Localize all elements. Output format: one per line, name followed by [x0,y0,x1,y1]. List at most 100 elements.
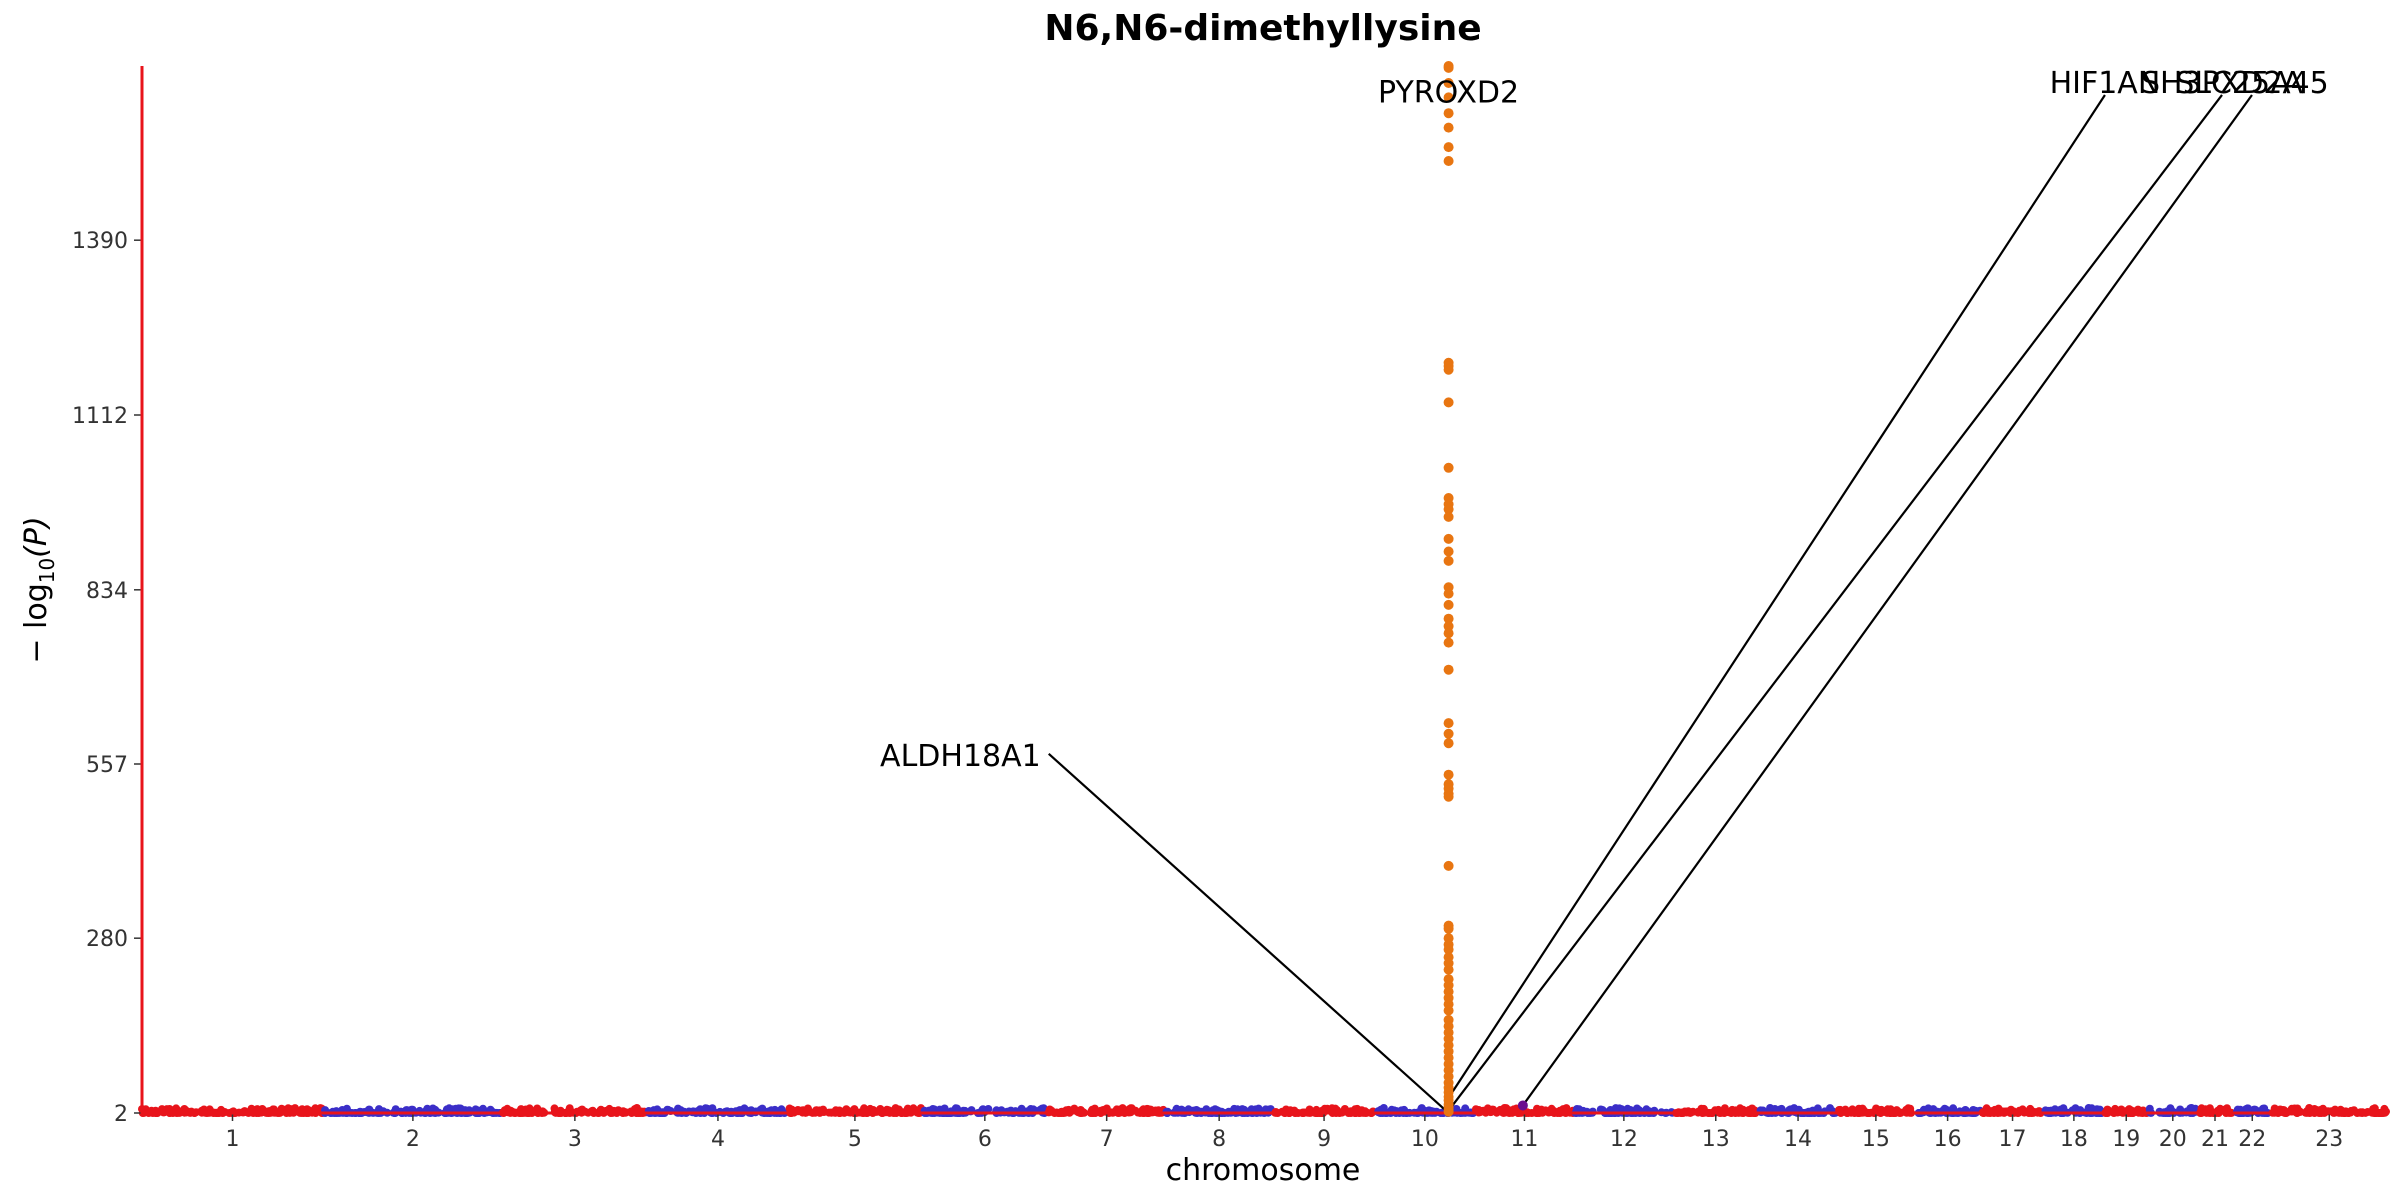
x-tick-label: 14 [1784,1127,1812,1152]
background-point [2145,1104,2154,1113]
x-tick-label: 16 [1934,1127,1962,1152]
highlight-points [1443,61,1528,1117]
x-tick-label: 13 [1702,1127,1730,1152]
background-point [1261,1105,1270,1114]
x-tick-label: 4 [711,1127,725,1152]
highlight-point [1443,78,1454,88]
gene-label-sh3pxd2a: SH3PXD2A [2141,66,2304,101]
x-tick-label: 20 [2159,1127,2187,1152]
background-point [479,1104,487,1113]
highlight-point [1443,364,1454,375]
x-axis-label: chromosome [1166,1153,1361,1188]
x-tick-label: 3 [568,1127,582,1152]
highlight-point [1443,599,1454,610]
annotated-point [1517,1100,1528,1111]
highlight-point [1443,860,1454,871]
highlight-point [1443,533,1454,544]
highlight-point [1443,769,1454,780]
background-points [138,1104,2390,1117]
highlight-point [1443,944,1454,955]
gene-label-slc25a45: SLC25A45 [2175,66,2329,101]
x-tick-label: 8 [1212,1127,1226,1152]
y-tick-label: 280 [86,927,128,952]
highlight-point [1443,92,1454,103]
highlight-point [1443,923,1454,934]
background-point [2026,1104,2035,1113]
highlight-point [1443,664,1454,675]
highlight-point [1443,397,1454,408]
background-point [445,1104,454,1113]
background-point [1351,1105,1360,1114]
y-tick-label: 557 [86,753,128,778]
highlight-point [1443,718,1454,729]
y-tick-label: 1390 [72,229,128,254]
background-point [653,1105,662,1114]
x-tick-label: 11 [1510,1127,1538,1152]
x-tick-label: 12 [1610,1127,1638,1152]
x-tick-label: 17 [1999,1127,2027,1152]
highlight-point [1443,462,1454,473]
x-tick-label: 2 [406,1127,420,1152]
background-point [2244,1104,2252,1113]
background-point [2369,1105,2378,1113]
highlight-point [1443,546,1454,557]
highlight-point [1443,791,1454,802]
background-point [1509,1105,1518,1114]
annotation-leader [1048,753,1447,1112]
highlight-point [1443,628,1454,639]
y-axis-label: − log10(P) [19,516,59,663]
y-axis-ticks: 2 280 557 834 1112 1390 [72,229,142,1127]
y-tick-label: 2 [114,1102,128,1127]
background-point [2305,1104,2314,1112]
chart-title: N6,N6-dimethyllysine [1044,8,1481,49]
y-tick-label: 1112 [72,404,128,429]
gene-label-hif1an: HIF1AN [2050,66,2161,101]
annotation-leader [1448,94,2106,1098]
highlight-point [1443,555,1454,566]
highlight-point [1443,1005,1454,1016]
x-tick-label: 1 [226,1127,240,1152]
x-tick-label: 15 [1862,1127,1890,1152]
y-axis-label-prefix: − log [19,583,54,663]
highlight-point [1443,964,1454,975]
x-tick-label: 10 [1411,1127,1439,1152]
highlight-point [1443,122,1454,133]
highlight-point [1443,613,1454,624]
x-tick-label: 19 [2112,1127,2140,1152]
x-tick-label: 21 [2201,1127,2229,1152]
x-tick-label: 22 [2238,1127,2266,1152]
background-point [1471,1105,1480,1114]
background-point [701,1104,710,1113]
x-tick-label: 9 [1317,1127,1331,1152]
background-point [1720,1104,1729,1113]
highlight-point [1443,1106,1454,1117]
x-tick-label: 5 [848,1127,862,1152]
y-tick-label: 834 [86,579,128,604]
highlight-point [1443,621,1454,632]
background-point [1127,1104,1136,1113]
annotation-leaders [1048,94,2253,1112]
highlight-point [1443,511,1454,522]
background-point [451,1104,460,1113]
gene-label-aldh18a1: ALDH18A1 [880,739,1041,774]
highlight-point [1443,504,1454,515]
highlight-point [1443,108,1454,119]
x-tick-label: 7 [1100,1127,1114,1152]
background-point [1886,1105,1895,1114]
highlight-point [1443,637,1454,648]
y-axis-label-suffix: (P) [19,516,54,558]
annotation-leader [1450,94,2223,1108]
x-tick-label: 23 [2315,1127,2343,1152]
highlight-point [1443,142,1454,153]
highlight-point [1443,588,1454,599]
highlight-point [1443,738,1454,749]
annotation-leader [1521,94,2253,1107]
background-point [1233,1105,1242,1114]
highlight-point [1443,156,1454,166]
x-axis-ticks: 1 2 3 4 5 6 7 8 9 10 11 12 13 14 15 16 17 18 19 20 21 22 23 [226,1113,2343,1152]
x-tick-label: 18 [2060,1127,2088,1152]
highlight-point [1443,62,1454,73]
highlight-point [1443,728,1454,739]
